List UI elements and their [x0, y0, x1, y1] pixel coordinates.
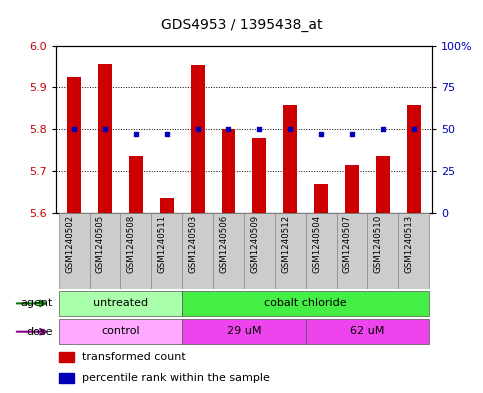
- Bar: [67, 77, 81, 213]
- Point: [101, 126, 109, 132]
- Text: GSM1240502: GSM1240502: [65, 215, 74, 273]
- Text: GSM1240504: GSM1240504: [312, 215, 321, 273]
- Text: GSM1240509: GSM1240509: [250, 215, 259, 273]
- FancyBboxPatch shape: [275, 213, 306, 289]
- Text: agent: agent: [21, 298, 53, 309]
- Point: [70, 126, 78, 132]
- FancyBboxPatch shape: [398, 213, 429, 289]
- Bar: [376, 156, 390, 213]
- Point: [410, 126, 418, 132]
- FancyBboxPatch shape: [337, 213, 368, 289]
- Point: [132, 131, 140, 137]
- Text: cobalt chloride: cobalt chloride: [264, 298, 347, 308]
- FancyBboxPatch shape: [244, 213, 275, 289]
- FancyBboxPatch shape: [58, 213, 89, 289]
- Text: GSM1240506: GSM1240506: [219, 215, 228, 273]
- FancyBboxPatch shape: [182, 213, 213, 289]
- Text: GSM1240510: GSM1240510: [374, 215, 383, 273]
- Text: GSM1240511: GSM1240511: [158, 215, 167, 273]
- Text: untreated: untreated: [93, 298, 148, 308]
- Text: dose: dose: [27, 327, 53, 337]
- Point: [225, 126, 232, 132]
- Bar: [407, 105, 421, 213]
- Text: 29 uM: 29 uM: [227, 326, 261, 336]
- Text: GSM1240508: GSM1240508: [127, 215, 136, 273]
- Text: GSM1240512: GSM1240512: [281, 215, 290, 273]
- Bar: [59, 352, 74, 362]
- FancyBboxPatch shape: [306, 319, 429, 344]
- FancyBboxPatch shape: [182, 291, 429, 316]
- FancyBboxPatch shape: [213, 213, 244, 289]
- Bar: [59, 373, 74, 383]
- Bar: [284, 105, 297, 213]
- Bar: [98, 64, 112, 213]
- Text: GSM1240513: GSM1240513: [405, 215, 414, 273]
- Text: 62 uM: 62 uM: [350, 326, 384, 336]
- Text: GSM1240503: GSM1240503: [188, 215, 198, 273]
- Text: GSM1240507: GSM1240507: [343, 215, 352, 273]
- FancyBboxPatch shape: [58, 319, 182, 344]
- FancyBboxPatch shape: [151, 213, 182, 289]
- Point: [317, 131, 325, 137]
- FancyBboxPatch shape: [58, 291, 182, 316]
- Point: [163, 131, 170, 137]
- FancyBboxPatch shape: [368, 213, 398, 289]
- Text: GDS4953 / 1395438_at: GDS4953 / 1395438_at: [161, 18, 322, 32]
- Point: [194, 126, 201, 132]
- Bar: [129, 156, 143, 213]
- Bar: [345, 165, 359, 213]
- Point: [379, 126, 387, 132]
- Bar: [253, 138, 266, 213]
- FancyBboxPatch shape: [182, 319, 306, 344]
- Bar: [191, 65, 204, 213]
- Text: percentile rank within the sample: percentile rank within the sample: [82, 373, 270, 384]
- Text: transformed count: transformed count: [82, 352, 185, 362]
- FancyBboxPatch shape: [89, 213, 120, 289]
- FancyBboxPatch shape: [306, 213, 337, 289]
- Bar: [222, 129, 235, 213]
- FancyBboxPatch shape: [120, 213, 151, 289]
- Point: [348, 131, 356, 137]
- Text: GSM1240505: GSM1240505: [96, 215, 105, 273]
- Point: [256, 126, 263, 132]
- Bar: [314, 184, 328, 213]
- Bar: [160, 198, 174, 213]
- Point: [286, 126, 294, 132]
- Text: control: control: [101, 326, 140, 336]
